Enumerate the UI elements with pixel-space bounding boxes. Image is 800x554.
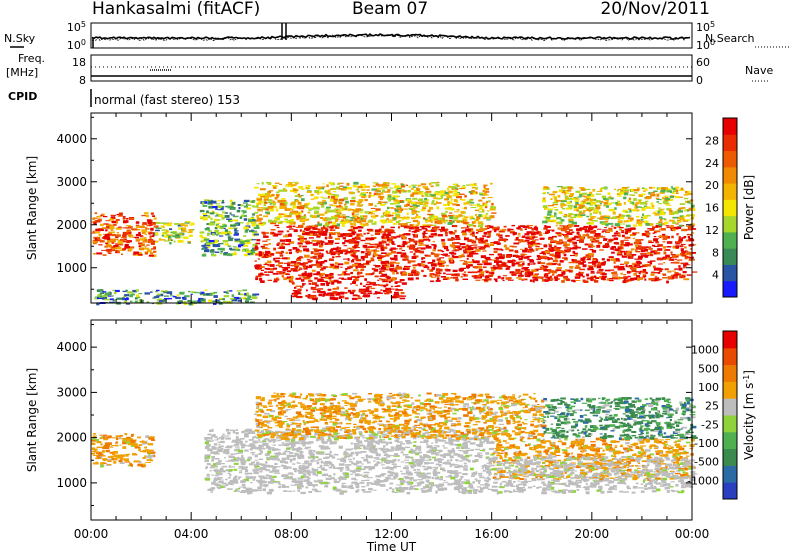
freq-panel-frame [90, 54, 693, 82]
power-colorbar-swatch-5 [723, 199, 737, 217]
velocity-colorbar-swatch-1 [723, 465, 737, 483]
velocity-xtick-label-0: 00:00 [74, 527, 109, 541]
freq-left-unit: [MHz] [6, 66, 38, 79]
noise-right-tick-top: 105 [696, 20, 715, 34]
power-ytick-3: 4000 [56, 132, 87, 146]
velocity-colorbar-frame [722, 330, 738, 500]
velocity-colorbar-swatch-4 [723, 415, 737, 433]
noise-left-label: N.Sky [4, 32, 36, 45]
cpid-label: CPID [8, 90, 37, 103]
power-ytick-0: 1000 [56, 261, 87, 275]
power-ytick-1: 2000 [56, 218, 87, 232]
velocity-colorbar-tick-7: -1000 [687, 474, 719, 487]
velocity-colorbar-swatch-8 [723, 347, 737, 366]
power-colorbar-swatch-7 [723, 166, 737, 184]
noise-panel-frame [90, 22, 693, 49]
power-colorbar-tick-3: 16 [705, 202, 719, 215]
power-colorbar-swatch-2 [723, 248, 737, 265]
velocity-colorbar-swatch-3 [723, 431, 737, 450]
velocity-colorbar-tick-1: 500 [698, 362, 719, 375]
velocity-xtick-label-5: 20:00 [575, 527, 610, 541]
velocity-colorbar-label: Velocity [m s-1] [742, 370, 756, 460]
power-ytick-2: 3000 [56, 175, 87, 189]
station-title: Hankasalmi (fitACF) [92, 0, 261, 19]
velocity-colorbar-tick-2: 100 [698, 381, 719, 394]
power-colorbar-swatch-10 [723, 118, 737, 135]
power-colorbar-tick-4: 12 [705, 224, 719, 237]
noise-search-trace [91, 34, 690, 42]
freq-right-tick-bottom: 0 [696, 74, 703, 87]
velocity-colorbar-swatch-2 [723, 448, 737, 466]
beam-label: Beam 07 [352, 0, 429, 19]
velocity-xlabel: Time UT [366, 540, 417, 554]
freq-right-tick-top: 60 [696, 56, 710, 69]
velocity-colorbar-swatch-7 [723, 364, 737, 382]
noise-left-tick-bottom: 100 [67, 38, 86, 52]
velocity-colorbar-tick-6: -500 [694, 456, 719, 469]
noise-right-label: N.Search [705, 32, 755, 45]
power-echo-layer [91, 181, 698, 306]
power-colorbar-tick-6: 4 [712, 269, 719, 282]
power-colorbar-tick-1: 24 [705, 157, 719, 170]
power-colorbar-frame [722, 117, 738, 298]
velocity-colorbar-swatch-6 [723, 381, 737, 399]
velocity-colorbar-swatch-0 [723, 482, 737, 500]
velocity-ytick-2: 3000 [56, 385, 87, 399]
velocity-colorbar-tick-0: 1000 [691, 344, 719, 357]
power-colorbar-label: Power [dB] [742, 175, 756, 240]
velocity-xtick-label-1: 04:00 [174, 527, 209, 541]
power-colorbar-swatch-8 [723, 150, 737, 168]
freq-left-tick-top: 18 [72, 56, 86, 69]
velocity-ylabel: Slant Range [km] [25, 368, 39, 472]
cpid-text: normal (fast stereo) 153 [94, 93, 240, 107]
power-colorbar-tick-5: 8 [712, 246, 719, 259]
power-colorbar-swatch-0 [723, 280, 737, 298]
velocity-xtick-label-4: 16:00 [474, 527, 509, 541]
freq-right-label: Nave [745, 64, 773, 77]
freq-left-tick-bottom: 8 [79, 74, 86, 87]
velocity-echo-layer [91, 392, 698, 495]
velocity-colorbar-swatch-9 [723, 331, 737, 349]
noise-right-tick-bottom: 100 [696, 38, 715, 52]
noise-left-tick-top: 105 [67, 20, 86, 34]
power-colorbar-swatch-9 [723, 134, 737, 152]
velocity-ytick-3: 4000 [56, 340, 87, 354]
velocity-colorbar-tick-3: 25 [705, 400, 719, 413]
power-colorbar-swatch-6 [723, 183, 737, 200]
power-colorbar-swatch-3 [723, 231, 737, 249]
velocity-colorbar-tick-5: -100 [694, 437, 719, 450]
date-label: 20/Nov/2011 [600, 0, 710, 19]
power-colorbar-tick-2: 20 [705, 179, 719, 192]
velocity-xtick-label-2: 08:00 [274, 527, 309, 541]
power-ylabel: Slant Range [km] [25, 156, 39, 260]
power-colorbar-tick-0: 28 [705, 134, 719, 147]
velocity-ytick-1: 2000 [56, 431, 87, 445]
velocity-xtick-label-6: 00:00 [675, 527, 710, 541]
noise-sky-trace [91, 33, 691, 40]
velocity-colorbar-tick-4: -25 [701, 418, 719, 431]
velocity-colorbar-swatch-5 [723, 398, 737, 416]
power-colorbar-swatch-4 [723, 215, 737, 233]
freq-left-label: Freq. [18, 52, 45, 65]
velocity-xtick-label-3: 12:00 [374, 527, 409, 541]
velocity-ytick-0: 1000 [56, 476, 87, 490]
power-colorbar-swatch-1 [723, 264, 737, 282]
